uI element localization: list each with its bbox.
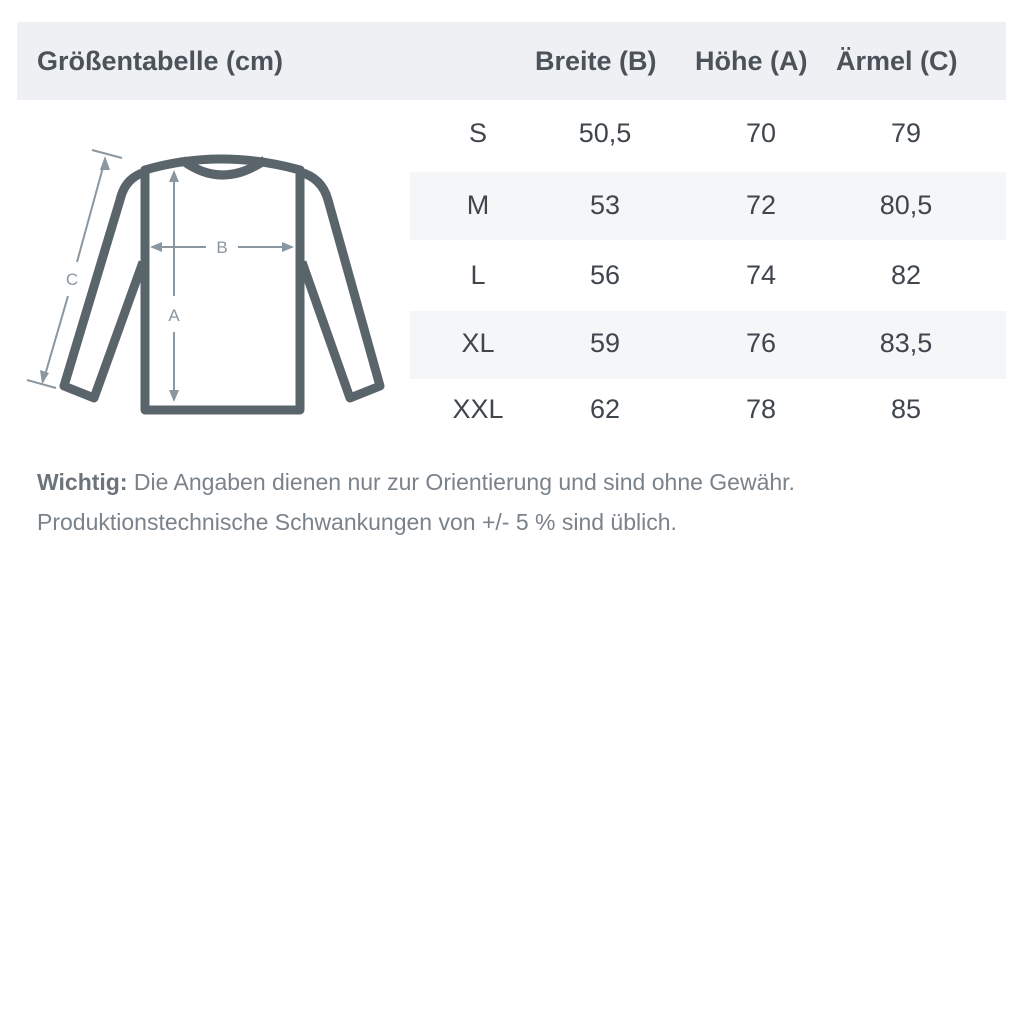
row-band	[410, 172, 1006, 240]
label-b: B	[216, 238, 227, 257]
table-header: Größentabelle (cm) Breite (B) Höhe (A) Ä…	[17, 22, 1006, 100]
note: Wichtig: Die Angaben dienen nur zur Orie…	[37, 462, 795, 542]
cell-hoehe: 74	[745, 260, 777, 290]
note-line1: Die Angaben dienen nur zur Orientierung …	[133, 469, 795, 495]
cell-breite: 56	[589, 260, 621, 290]
cell-breite: 59	[589, 328, 621, 358]
cell-hoehe: 76	[745, 328, 777, 358]
cell-size: L	[470, 260, 486, 290]
cell-size: M	[466, 190, 490, 220]
col-breite: Breite (B)	[535, 46, 657, 76]
col-hoehe: Höhe (A)	[695, 46, 808, 76]
note-line2: Produktionstechnische Schwankungen von +…	[37, 509, 677, 535]
sweater-outline-icon	[59, 154, 385, 415]
sweater-diagram: B A C	[26, 149, 385, 415]
label-a: A	[168, 306, 180, 325]
col-aermel: Ärmel (C)	[836, 46, 958, 76]
cell-size: XL	[461, 328, 495, 358]
label-c: C	[66, 270, 78, 289]
cell-aermel: 83,5	[879, 328, 933, 358]
cell-aermel: 80,5	[879, 190, 933, 220]
cell-hoehe: 72	[745, 190, 777, 220]
cell-aermel: 79	[890, 118, 922, 148]
cell-breite: 62	[589, 394, 621, 424]
cell-hoehe: 78	[745, 394, 777, 424]
cell-hoehe: 70	[745, 118, 777, 148]
measure-arrows-icon	[26, 149, 294, 402]
note-bold: Wichtig:	[37, 469, 128, 495]
cell-aermel: 82	[890, 260, 922, 290]
row-band	[410, 311, 1006, 379]
cell-size: XXL	[452, 394, 504, 424]
cell-aermel: 85	[890, 394, 922, 424]
cell-breite: 50,5	[578, 118, 632, 148]
table-title: Größentabelle (cm)	[37, 46, 284, 76]
cell-breite: 53	[589, 190, 621, 220]
cell-size: S	[468, 118, 488, 148]
